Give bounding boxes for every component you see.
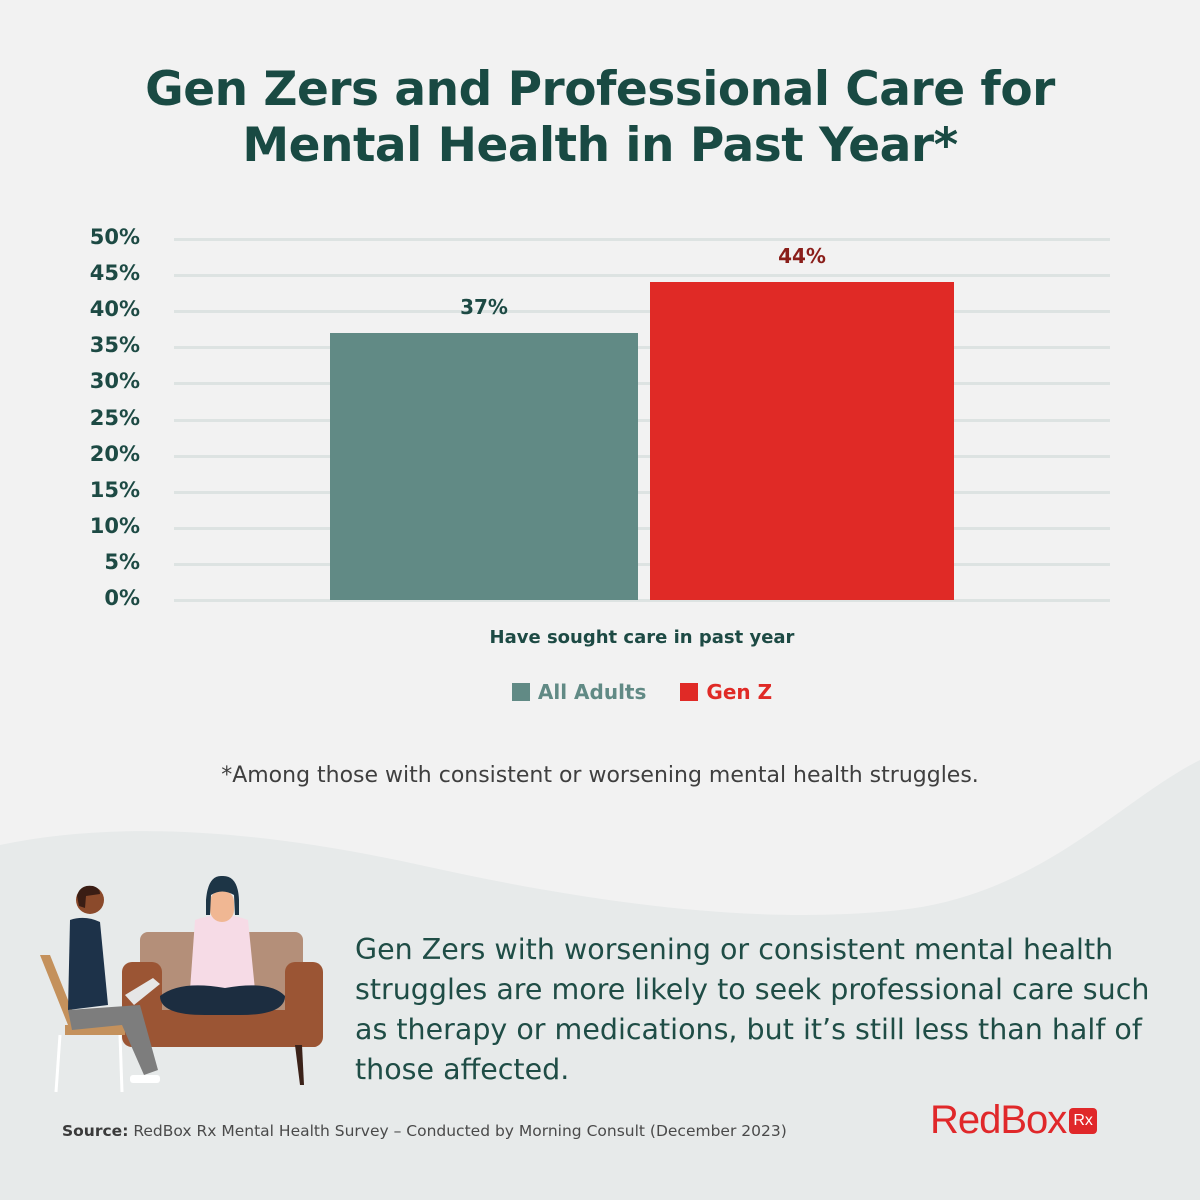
y-tick-label: 50% [89, 225, 140, 249]
gridline [174, 562, 1110, 566]
chart-title: Gen Zers and Professional Care for Menta… [0, 62, 1200, 174]
y-tick-label: 15% [89, 477, 140, 502]
logo-rx-badge: Rx [1069, 1107, 1097, 1134]
background-wave [0, 760, 1200, 1200]
gridline [174, 346, 1110, 350]
gridline [174, 526, 1110, 530]
bar-value-all-adults: 37% [460, 294, 508, 319]
legend-label-all-adults: All Adults [537, 680, 647, 704]
chart-title-line-2: Mental Health in Past Year* [242, 118, 958, 173]
gridline [174, 238, 1110, 241]
y-tick-label: 10% [89, 513, 140, 538]
footnote: *Among those with consistent or worsenin… [221, 763, 979, 788]
bar-value-gen-z: 44% [778, 244, 826, 269]
y-tick-label: 20% [89, 441, 140, 466]
gridline [174, 310, 1110, 314]
logo-wordmark: RedBox [930, 1098, 1067, 1142]
summary-text: Gen Zers with worsening or consistent me… [355, 933, 1150, 1086]
y-tick-label: 40% [89, 297, 140, 322]
gridline [174, 274, 1110, 278]
y-tick-label: 45% [89, 261, 140, 286]
bar-chart: 50% 45% 40% 35% 30% 25% 20% 15% 10% 5% 0% 37% 44% [89, 225, 1110, 610]
bar-gen-z [650, 282, 954, 600]
y-tick-label: 30% [89, 369, 140, 394]
gridline [174, 490, 1110, 494]
gridline [174, 418, 1110, 422]
legend: All Adults Gen Z [0, 680, 1200, 704]
gridline [174, 454, 1110, 458]
y-tick-label: 25% [89, 405, 140, 430]
legend-swatch-gen-z [680, 683, 699, 701]
chart-title-line-1: Gen Zers and Professional Care for [145, 62, 1055, 117]
legend-swatch-all-adults [511, 683, 530, 701]
bar-all-adults [330, 332, 638, 600]
legend-item-all-adults: All Adults [511, 680, 647, 704]
y-tick-label: 5% [104, 549, 140, 574]
gridline [174, 382, 1110, 386]
x-axis-label: Have sought care in past year [489, 627, 795, 648]
source-label: Source: [62, 1122, 129, 1140]
y-tick-label: 0% [104, 586, 140, 610]
y-tick-label: 35% [89, 333, 140, 358]
therapy-session-illustration [40, 875, 323, 1093]
source-text: RedBox Rx Mental Health Survey – Conduct… [128, 1122, 787, 1140]
gridline [174, 599, 1110, 602]
legend-item-gen-z: Gen Z [680, 680, 772, 704]
redbox-rx-logo: RedBox Rx [930, 1098, 1097, 1143]
legend-label-gen-z: Gen Z [706, 680, 773, 704]
source-citation: Source: RedBox Rx Mental Health Survey –… [62, 1122, 787, 1140]
